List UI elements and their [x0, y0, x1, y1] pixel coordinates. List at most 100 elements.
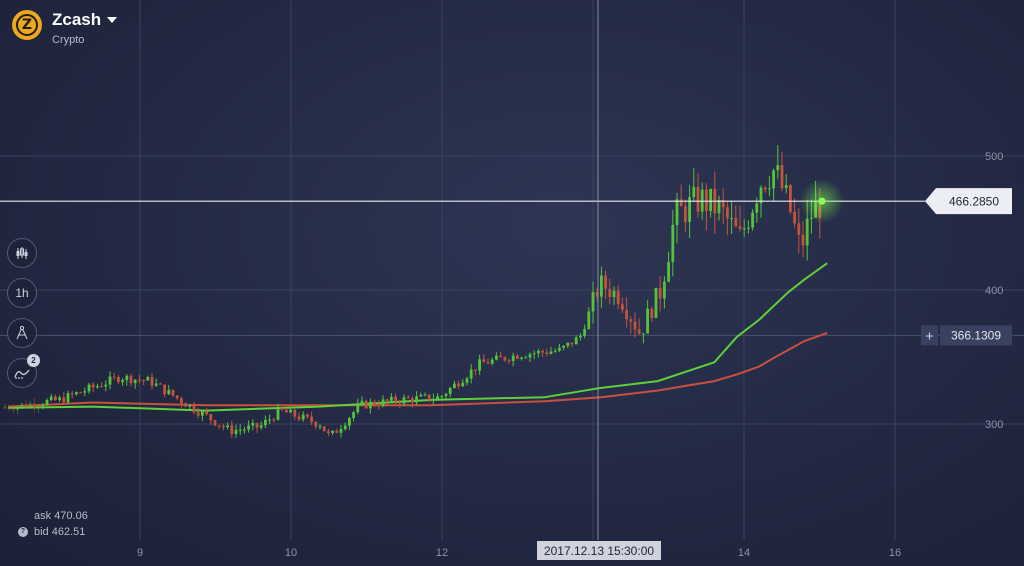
candle-body: [524, 357, 528, 359]
candle-body: [444, 393, 448, 397]
ma-slow-line: [7, 331, 828, 408]
candle-body: [209, 414, 213, 421]
candle-body: [734, 217, 738, 227]
candle-body: [558, 347, 561, 351]
candle-body: [692, 186, 696, 198]
candle-body: [646, 308, 649, 334]
candle-body: [763, 187, 767, 190]
candle-body: [222, 425, 225, 428]
candle-body: [306, 414, 309, 417]
candles-icon: [16, 247, 28, 259]
candle-body: [205, 411, 208, 415]
candle-body: [423, 394, 427, 396]
candle-body: [696, 186, 700, 212]
candlestick-series: [3, 145, 822, 438]
candle-body: [373, 401, 376, 406]
crosshair-add-button[interactable]: [921, 325, 938, 346]
indicators-button[interactable]: 2: [7, 354, 40, 388]
x-tick-label: 16: [889, 547, 901, 559]
candle-body: [583, 329, 586, 336]
candle-body: [310, 416, 313, 422]
plus-icon: +: [925, 327, 933, 343]
candle-body: [398, 402, 402, 404]
chevron-down-icon: [107, 17, 118, 23]
candle-body: [642, 333, 645, 335]
candle-body: [230, 425, 234, 435]
candle-body: [595, 292, 599, 297]
zcash-logo-mark: Z: [16, 14, 38, 36]
chart-toolbar: 1h 2: [7, 238, 40, 388]
candle-body: [339, 429, 343, 433]
candle-body: [280, 407, 284, 410]
candle-body: [360, 400, 364, 404]
candle-body: [129, 375, 133, 384]
candle-body: [213, 420, 217, 426]
candle-body: [419, 395, 423, 397]
drawing-tools-button[interactable]: [7, 318, 37, 348]
crosshair-price-tag: [940, 325, 1012, 346]
indicators-count-badge: 2: [27, 354, 40, 367]
quote-panel: ask 470.06 ? bid 462.51: [18, 508, 88, 540]
timeframe-button[interactable]: 1h: [7, 278, 37, 308]
candle-body: [411, 398, 414, 403]
candle-body: [688, 197, 691, 222]
candle-body: [146, 377, 150, 381]
candle-body: [159, 383, 162, 385]
candle-body: [104, 384, 108, 387]
candle-body: [150, 377, 154, 386]
candle-body: [755, 203, 759, 213]
candle-body: [255, 423, 259, 428]
candle-body: [171, 389, 175, 396]
candle-body: [138, 379, 141, 381]
candle-body: [318, 426, 322, 428]
candle-body: [322, 426, 326, 432]
candle-body: [415, 396, 418, 403]
x-tick-label: 10: [285, 547, 297, 559]
candle-body: [301, 414, 305, 420]
candle-body: [24, 403, 28, 407]
candle-body: [490, 359, 494, 364]
chart-type-button[interactable]: [7, 238, 37, 268]
candle-body: [41, 405, 45, 407]
candle-body: [474, 369, 477, 371]
zcash-logo: Z: [12, 10, 42, 40]
candle-body: [625, 309, 628, 320]
candle-body: [87, 384, 91, 392]
candle-body: [482, 359, 486, 363]
candle-body: [621, 304, 624, 310]
candle-body: [335, 430, 339, 433]
candle-body: [604, 275, 607, 289]
candle-body: [671, 224, 675, 262]
candle-body: [566, 342, 570, 346]
candle-body: [390, 396, 393, 401]
x-tick-label: 12: [436, 547, 448, 559]
candle-body: [742, 228, 746, 230]
x-tick-label: 9: [137, 547, 143, 559]
bid-label: bid: [34, 526, 49, 538]
candle-body: [62, 397, 66, 403]
price-tags: 466.2850 + 366.1309 2017.12.13 15:30:00: [537, 188, 1012, 560]
x-axis-labels: 9 10 12 14 16: [137, 547, 901, 559]
candle-body: [251, 423, 255, 426]
candle-body: [495, 355, 498, 360]
candle-body: [133, 379, 137, 384]
candle-body: [805, 218, 809, 246]
candle-body: [37, 406, 40, 408]
candle-body: [545, 352, 549, 354]
help-icon[interactable]: ?: [18, 527, 28, 537]
y-tick-label: 500: [985, 151, 1003, 163]
candle-body: [192, 404, 196, 413]
candle-body: [327, 431, 330, 433]
candle-body: [293, 409, 297, 417]
candle-body: [331, 430, 334, 433]
candle-body: [45, 400, 49, 406]
asset-selector[interactable]: Zcash: [52, 10, 118, 30]
candle-body: [175, 395, 179, 399]
candle-body: [717, 199, 721, 214]
candle-body: [461, 382, 465, 387]
candle-body: [272, 419, 276, 421]
candle-body: [789, 185, 792, 212]
candle-body: [478, 359, 481, 371]
candle-body: [7, 407, 11, 410]
